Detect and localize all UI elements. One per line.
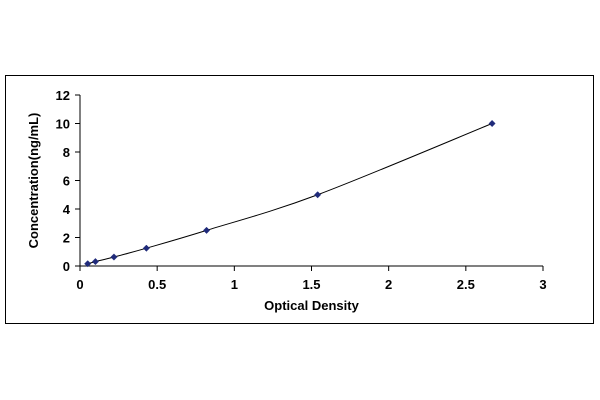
chart-frame bbox=[5, 75, 594, 324]
fit-curve bbox=[87, 123, 493, 265]
x-tick-label: 2 bbox=[385, 277, 392, 292]
y-tick-label: 8 bbox=[63, 145, 70, 160]
x-tick-label: 0 bbox=[76, 277, 83, 292]
y-tick-label: 0 bbox=[63, 259, 70, 274]
x-axis-title: Optical Density bbox=[264, 298, 359, 313]
x-tick-label: 0.5 bbox=[148, 277, 166, 292]
y-tick-label: 12 bbox=[56, 88, 70, 103]
data-point bbox=[142, 244, 150, 252]
plot-area: 0 2 4 6 8 10 12 0 0.5 1 1.5 2 2.5 3 bbox=[56, 88, 547, 292]
y-tick-label: 4 bbox=[63, 202, 71, 217]
x-tick-label: 3 bbox=[539, 277, 546, 292]
y-tick-label: 2 bbox=[63, 231, 70, 246]
data-point bbox=[202, 226, 211, 234]
data-point bbox=[314, 191, 322, 199]
data-point bbox=[91, 258, 99, 266]
data-point bbox=[488, 119, 496, 128]
y-axis-title: Concentration(ng/mL) bbox=[26, 113, 41, 249]
data-point bbox=[110, 253, 118, 261]
x-tick-label: 1 bbox=[231, 277, 238, 292]
x-tick-label: 1.5 bbox=[302, 277, 320, 292]
y-tick-label: 10 bbox=[56, 117, 70, 132]
y-tick-label: 6 bbox=[63, 174, 70, 189]
x-tick-label: 2.5 bbox=[457, 277, 475, 292]
data-point bbox=[84, 260, 92, 268]
